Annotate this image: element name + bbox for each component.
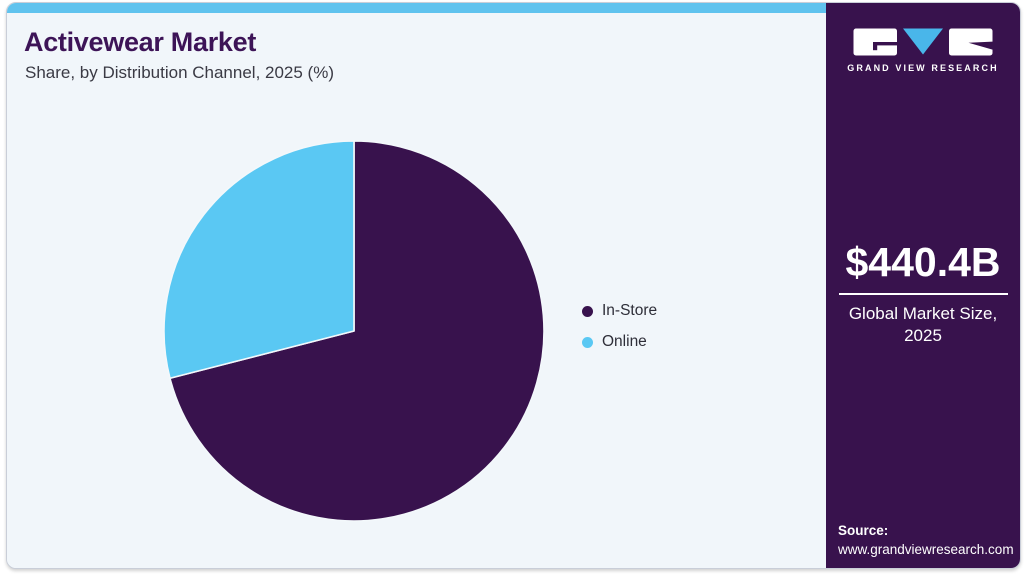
- pie-chart: [163, 140, 545, 522]
- source-label: Source:: [838, 522, 889, 538]
- legend-item-in-store: In-Store: [582, 302, 657, 320]
- source-url: www.grandviewresearch.com: [838, 542, 1014, 558]
- pie-slice-in-store: [169, 140, 545, 522]
- source-block: Source: www.grandviewresearch.com: [838, 521, 1014, 560]
- legend-label-in-store: In-Store: [602, 302, 658, 319]
- gvr-logo: GRAND VIEW RESEARCH: [826, 28, 1020, 73]
- brand-sidebar: GRAND VIEW RESEARCH $440.4B Global Marke…: [826, 3, 1020, 568]
- legend-swatch-in-store-icon: [582, 305, 593, 317]
- legend-item-online: Online: [582, 333, 657, 351]
- gvr-logo-text: GRAND VIEW RESEARCH: [847, 63, 999, 73]
- legend-label-online: Online: [602, 333, 647, 350]
- market-size-caption: Global Market Size, 2025: [826, 303, 1020, 347]
- page-title: Activewear Market: [24, 27, 257, 57]
- gvr-logo-icon: [853, 28, 993, 56]
- market-size-divider: [839, 293, 1008, 295]
- legend-swatch-online-icon: [582, 336, 593, 348]
- market-size-caption-line2: 2025: [904, 325, 942, 345]
- top-accent-bar: [7, 3, 826, 13]
- pie-slice-online: [163, 140, 355, 380]
- market-size-block: $440.4B Global Market Size, 2025: [826, 239, 1020, 347]
- legend: In-Store Online: [582, 302, 657, 351]
- infographic-card: Activewear Market Share, by Distribution…: [6, 2, 1021, 569]
- chart-subtitle: Share, by Distribution Channel, 2025 (%): [25, 63, 334, 82]
- market-size-caption-line1: Global Market Size,: [848, 304, 998, 323]
- market-size-value: $440.4B: [845, 239, 1001, 285]
- chart-pane: Activewear Market Share, by Distribution…: [7, 3, 826, 568]
- logo-triangle-v: [903, 28, 943, 55]
